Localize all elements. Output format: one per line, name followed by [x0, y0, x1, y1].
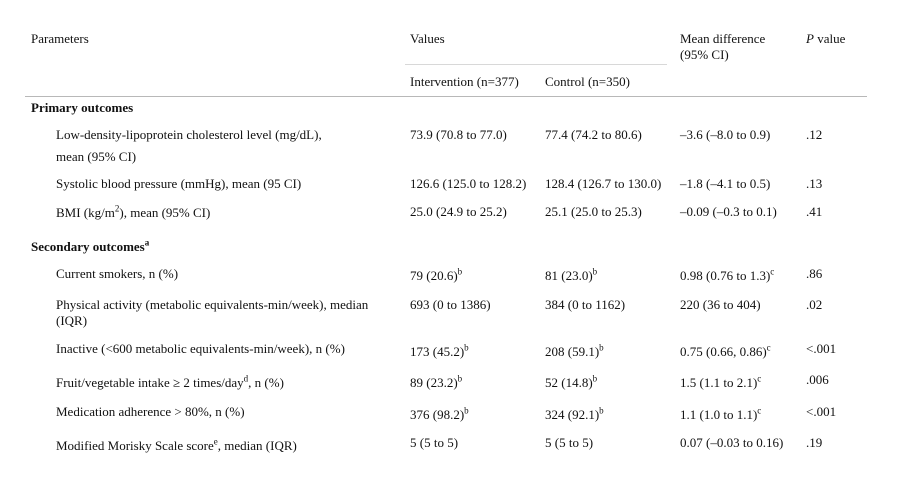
- secondary-row-1-control-sup: b: [592, 266, 598, 277]
- primary-row-2-p: .13: [806, 176, 823, 191]
- secondary-row-4-mean-diff-sup: c: [757, 373, 762, 384]
- secondary-row-6-param-sup: e: [213, 436, 218, 447]
- primary-row-1-control: 77.4 (74.2 to 80.6): [545, 127, 642, 142]
- secondary-row-3-control-sup: b: [599, 342, 604, 353]
- secondary-row-3-p: <.001: [806, 341, 837, 356]
- header-parameters: Parameters: [31, 31, 89, 46]
- secondary-row-4-mean-diff-value: 1.5 (1.1 to 2.1): [680, 375, 758, 390]
- primary-row-3-intervention: 25.0 (24.9 to 25.2): [410, 204, 507, 219]
- secondary-row-4-control-sup: b: [592, 373, 598, 384]
- header-intervention: Intervention (n=377): [410, 74, 519, 89]
- secondary-row-1-p: .86: [806, 266, 823, 281]
- secondary-row-2-control: 384 (0 to 1162): [545, 297, 626, 312]
- secondary-row-4-param-text-end: , n (%): [248, 375, 284, 390]
- section-secondary-title-sup: a: [144, 237, 150, 248]
- primary-row-3-param-text: BMI (kg/m: [56, 205, 115, 220]
- section-secondary-title-text: Secondary outcomes: [31, 239, 145, 254]
- secondary-row-6-mean-diff: 0.07 (–0.03 to 0.16): [680, 435, 784, 450]
- secondary-row-1-mean-diff-sup: c: [770, 266, 775, 277]
- primary-row-3-param-sup: 2: [114, 203, 120, 214]
- secondary-row-5-intervention-sup: b: [464, 405, 469, 416]
- secondary-row-4-intervention: 89 (23.2)b: [410, 373, 463, 391]
- secondary-row-5-mean-diff: 1.1 (1.0 to 1.1)c: [680, 405, 762, 423]
- header-p-value: P value: [806, 31, 845, 47]
- header-values: Values: [410, 31, 445, 46]
- secondary-row-5-intervention: 376 (98.2)b: [410, 405, 469, 423]
- secondary-row-3-intervention: 173 (45.2)b: [410, 342, 469, 360]
- secondary-row-4-param: Fruit/vegetable intake ≥ 2 times/dayd, n…: [56, 373, 284, 391]
- header-control: Control (n=350): [545, 74, 630, 89]
- secondary-row-6-param-text-end: , median (IQR): [217, 438, 297, 453]
- secondary-row-4-param-sup: d: [243, 373, 249, 384]
- secondary-row-3-mean-diff-value: 0.75 (0.66, 0.86): [680, 344, 767, 359]
- secondary-row-5-mean-diff-value: 1.1 (1.0 to 1.1): [680, 407, 758, 422]
- primary-row-1-param-line1: Low-density-lipoprotein cholesterol leve…: [56, 127, 322, 142]
- secondary-row-6-intervention: 5 (5 to 5): [410, 435, 459, 450]
- secondary-row-1-intervention-sup: b: [457, 266, 463, 277]
- secondary-row-6-param-text: Modified Morisky Scale score: [56, 438, 214, 453]
- header-p-letter: P: [806, 31, 814, 46]
- secondary-row-1-intervention-value: 79 (20.6): [410, 268, 458, 283]
- primary-row-3-mean-diff: –0.09 (–0.3 to 0.1): [680, 204, 777, 219]
- secondary-row-3-mean-diff-sup: c: [766, 342, 771, 353]
- secondary-row-4-control: 52 (14.8)b: [545, 373, 598, 391]
- secondary-row-3-control-value: 208 (59.1): [545, 344, 600, 359]
- secondary-row-1-mean-diff-value: 0.98 (0.76 to 1.3): [680, 268, 771, 283]
- secondary-row-5-control: 324 (92.1)b: [545, 405, 604, 423]
- primary-row-3-param: BMI (kg/m2), mean (95% CI): [56, 203, 211, 221]
- primary-row-1-p: .12: [806, 127, 823, 142]
- primary-row-3-control: 25.1 (25.0 to 25.3): [545, 204, 642, 219]
- secondary-row-4-control-value: 52 (14.8): [545, 375, 593, 390]
- section-secondary-title: Secondary outcomesa: [31, 237, 150, 255]
- primary-row-3-p: .41: [806, 204, 823, 219]
- header-p-rest: value: [813, 31, 846, 46]
- secondary-row-4-intervention-sup: b: [457, 373, 463, 384]
- primary-row-3-param-text-end: ), mean (95% CI): [119, 205, 211, 220]
- secondary-row-2-param: Physical activity (metabolic equivalents…: [56, 297, 369, 328]
- secondary-row-2-mean-diff: 220 (36 to 404): [680, 297, 761, 312]
- secondary-row-1-mean-diff: 0.98 (0.76 to 1.3)c: [680, 266, 775, 284]
- secondary-row-3-intervention-sup: b: [464, 342, 469, 353]
- header-divider: [25, 96, 867, 97]
- primary-row-2-param: Systolic blood pressure (mmHg), mean (95…: [56, 176, 302, 191]
- primary-row-1-param-line2: mean (95% CI): [56, 149, 137, 164]
- secondary-row-4-mean-diff: 1.5 (1.1 to 2.1)c: [680, 373, 762, 391]
- section-primary-title: Primary outcomes: [31, 100, 134, 115]
- secondary-row-5-param: Medication adherence > 80%, n (%): [56, 404, 245, 419]
- primary-row-1-mean-diff: –3.6 (–8.0 to 0.9): [680, 127, 771, 142]
- secondary-row-5-p: <.001: [806, 404, 837, 419]
- secondary-row-6-p: .19: [806, 435, 823, 450]
- secondary-row-5-control-value: 324 (92.1): [545, 407, 600, 422]
- header-mean-difference: Mean difference (95% CI): [680, 31, 766, 62]
- secondary-row-3-param: Inactive (<600 metabolic equivalents-min…: [56, 341, 345, 356]
- secondary-row-4-p: .006: [806, 372, 829, 387]
- secondary-row-5-intervention-value: 376 (98.2): [410, 407, 465, 422]
- secondary-row-6-param: Modified Morisky Scale scoree, median (I…: [56, 436, 297, 454]
- secondary-row-3-control: 208 (59.1)b: [545, 342, 604, 360]
- secondary-row-2-intervention: 693 (0 to 1386): [410, 297, 491, 312]
- secondary-row-3-intervention-value: 173 (45.2): [410, 344, 465, 359]
- secondary-row-5-mean-diff-sup: c: [757, 405, 762, 416]
- primary-row-2-mean-diff: –1.8 (–4.1 to 0.5): [680, 176, 771, 191]
- secondary-row-4-param-text: Fruit/vegetable intake ≥ 2 times/day: [56, 375, 244, 390]
- primary-row-2-control: 128.4 (126.7 to 130.0): [545, 176, 662, 191]
- primary-row-1-intervention: 73.9 (70.8 to 77.0): [410, 127, 507, 142]
- values-divider: [405, 64, 667, 65]
- secondary-row-4-intervention-value: 89 (23.2): [410, 375, 458, 390]
- secondary-row-5-control-sup: b: [599, 405, 604, 416]
- secondary-row-1-control-value: 81 (23.0): [545, 268, 593, 283]
- secondary-row-2-p: .02: [806, 297, 823, 312]
- secondary-row-1-param: Current smokers, n (%): [56, 266, 179, 281]
- secondary-row-3-mean-diff: 0.75 (0.66, 0.86)c: [680, 342, 771, 360]
- secondary-row-1-intervention: 79 (20.6)b: [410, 266, 463, 284]
- primary-row-2-intervention: 126.6 (125.0 to 128.2): [410, 176, 527, 191]
- secondary-row-1-control: 81 (23.0)b: [545, 266, 598, 284]
- secondary-row-6-control: 5 (5 to 5): [545, 435, 594, 450]
